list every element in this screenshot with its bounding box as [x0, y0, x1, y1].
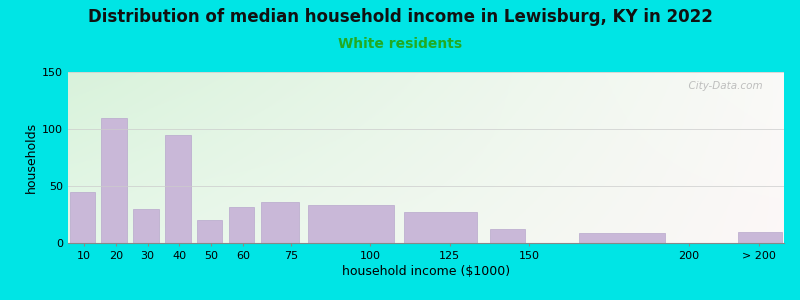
Bar [70, 192, 95, 243]
Y-axis label: households: households [25, 122, 38, 193]
Bar [404, 212, 477, 243]
Bar [165, 135, 190, 243]
Bar [308, 206, 394, 243]
Bar [261, 202, 298, 243]
Bar [578, 233, 665, 243]
Text: White residents: White residents [338, 38, 462, 52]
Text: City-Data.com: City-Data.com [682, 80, 762, 91]
X-axis label: household income ($1000): household income ($1000) [342, 265, 510, 278]
Bar [229, 206, 254, 243]
Bar [102, 118, 127, 243]
Bar [134, 209, 158, 243]
Bar [738, 232, 782, 243]
Bar [197, 220, 222, 243]
Bar [490, 229, 525, 243]
Text: Distribution of median household income in Lewisburg, KY in 2022: Distribution of median household income … [87, 8, 713, 26]
